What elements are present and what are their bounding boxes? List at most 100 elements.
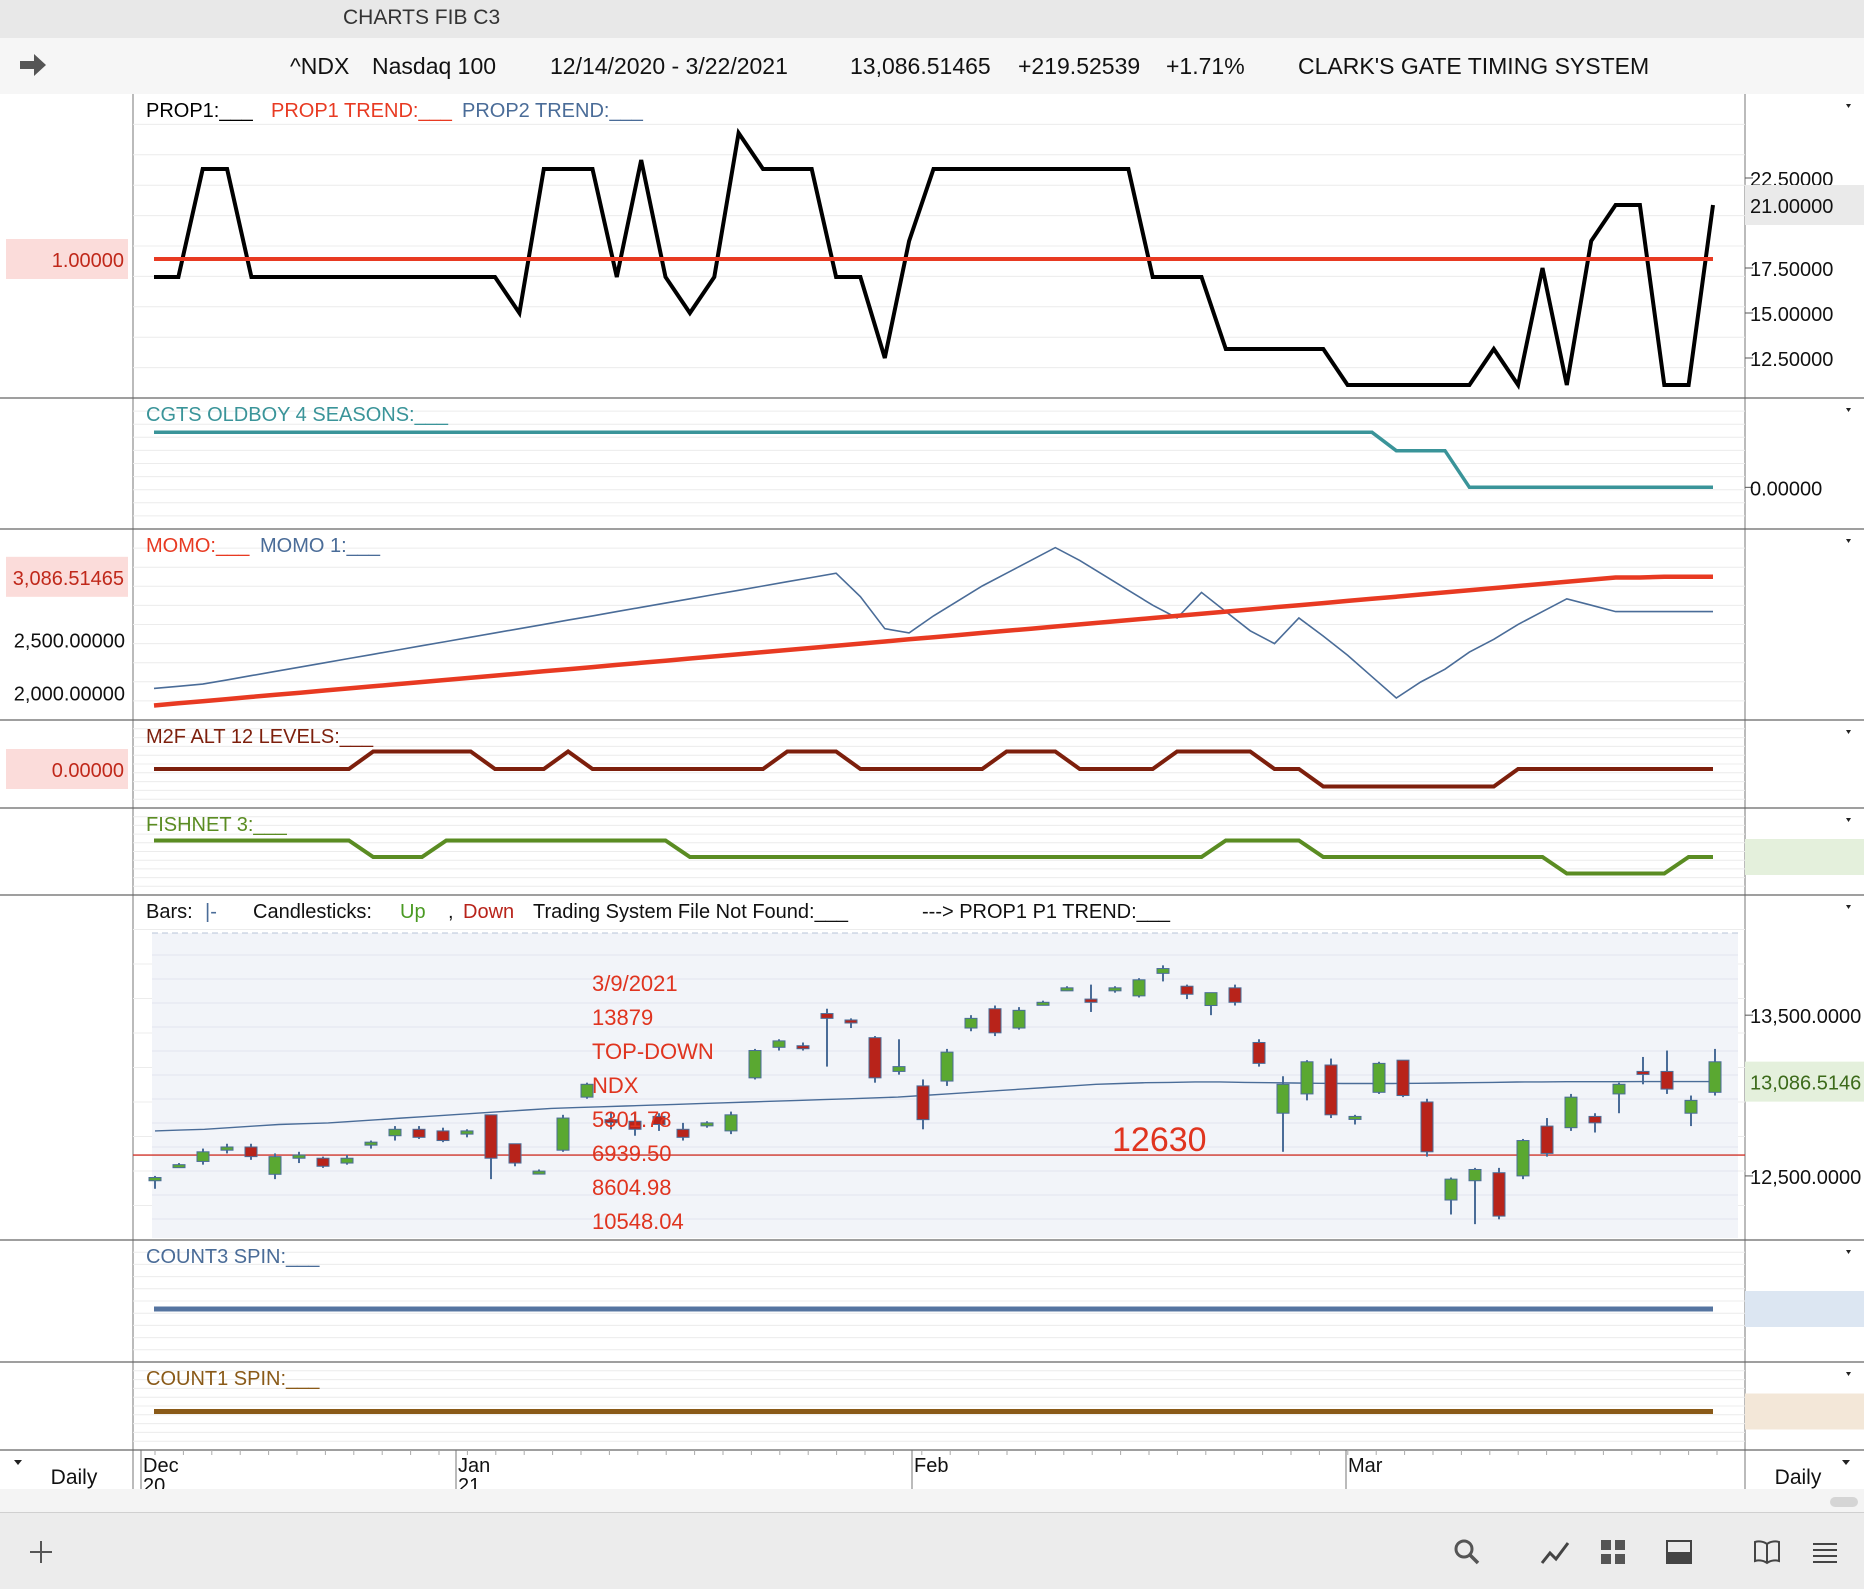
legend-label: PROP1 TREND:___ [271, 100, 453, 122]
legend-label: PROP2 TREND:___ [462, 100, 644, 122]
candle-body [1516, 1140, 1530, 1177]
candle-body [1660, 1070, 1674, 1090]
candle-body [1492, 1172, 1506, 1217]
candle-body [364, 1141, 378, 1146]
candle-body [556, 1117, 570, 1151]
panel-menu-icon[interactable] [1846, 818, 1851, 822]
legend-label: CGTS OLDBOY 4 SEASONS:___ [146, 404, 449, 426]
legend-label: Candlesticks: [253, 901, 372, 923]
candle-body [916, 1085, 930, 1121]
series-line [154, 127, 1715, 391]
candle-body [1204, 992, 1218, 1007]
y-tick-label: 12,500.0000 [1750, 1167, 1861, 1189]
x-month-label: Dec [143, 1455, 179, 1477]
panel-menu-icon[interactable] [1846, 408, 1851, 412]
current-value-label: 21.00000 [1750, 196, 1833, 218]
candle-body [1084, 998, 1098, 1003]
chart-svg[interactable]: PROP1:___ PROP1 TREND:___ PROP2 TREND:___ 2… [0, 94, 1864, 1497]
candle-body [340, 1157, 354, 1164]
y-tick-label: 15.00000 [1750, 304, 1833, 326]
candle-body [820, 1013, 834, 1019]
series-line [153, 546, 1713, 700]
candle-body [1060, 987, 1074, 992]
candle-body [532, 1170, 546, 1175]
legend-label: COUNT1 SPIN:___ [146, 1368, 320, 1390]
panel-menu-icon[interactable] [1846, 104, 1851, 108]
right-period-label: Daily [1775, 1466, 1822, 1489]
candle-body [796, 1045, 810, 1050]
panel-menu-icon[interactable] [1846, 539, 1851, 543]
panel-menu-icon[interactable] [1846, 905, 1851, 909]
menu-icon[interactable] [1810, 1537, 1840, 1567]
legend-label: COUNT3 SPIN:___ [146, 1246, 320, 1268]
candle-body [1132, 979, 1146, 997]
left-value-badge [6, 749, 128, 789]
candle-body [148, 1177, 162, 1182]
candle-body [292, 1154, 306, 1159]
panel-layout-icon[interactable] [1664, 1537, 1694, 1567]
candle-body [988, 1008, 1002, 1034]
candle-body [700, 1122, 714, 1127]
date-range: 12/14/2020 - 3/22/2021 [550, 53, 788, 79]
candle-body [964, 1017, 978, 1029]
period-menu-icon[interactable] [1842, 1460, 1850, 1465]
left-value-label: 3,086.51465 [13, 568, 124, 590]
candle-body [604, 1119, 618, 1124]
candle-body [1348, 1115, 1362, 1120]
x-year-label: 21 [458, 1475, 480, 1489]
panel-menu-icon[interactable] [1846, 1250, 1851, 1254]
candle-body [316, 1157, 330, 1167]
candle-body [1372, 1062, 1386, 1093]
candle-body [268, 1156, 282, 1175]
symbol-name: Nasdaq 100 [372, 53, 497, 79]
panel-menu-icon[interactable] [1846, 1372, 1851, 1376]
period-menu-icon[interactable] [14, 1460, 22, 1465]
series-line [153, 574, 1713, 708]
candle-body [1300, 1061, 1314, 1095]
candle-body [1540, 1125, 1554, 1154]
chart-annotation: 5301.78 [592, 1107, 672, 1132]
arrow-right-icon[interactable] [18, 52, 48, 78]
left-period-label: Daily [51, 1466, 98, 1489]
candle-body [460, 1130, 474, 1135]
horizontal-scrollbar[interactable] [0, 1489, 1864, 1512]
left-value-badge [6, 239, 128, 279]
trend-line-icon[interactable] [1540, 1537, 1570, 1567]
y-tick-label: 17.50000 [1750, 259, 1833, 281]
last-price: 13,086.51465 [850, 53, 991, 79]
legend-label: Bars: [146, 901, 193, 923]
chart-area[interactable]: PROP1:___ PROP1 TREND:___ PROP2 TREND:___ 2… [0, 94, 1864, 1497]
candle-body [1156, 968, 1170, 974]
candle-body [892, 1066, 906, 1072]
book-icon[interactable] [1752, 1537, 1782, 1567]
percent-change: +1.71% [1166, 53, 1245, 79]
x-month-label: Jan [458, 1455, 490, 1477]
price-change: +219.52539 [1018, 53, 1141, 79]
left-value-label: 0.00000 [52, 760, 124, 782]
candle-body [724, 1114, 738, 1132]
candle-body [844, 1019, 858, 1024]
legend-label: ---> PROP1 P1 TREND:___ [922, 901, 1171, 923]
legend-label: , [448, 901, 454, 923]
search-icon[interactable] [1452, 1537, 1482, 1567]
panel-menu-icon[interactable] [1846, 730, 1851, 734]
candle-body [1228, 987, 1242, 1003]
candle-body [1444, 1178, 1458, 1201]
legend-label: |- [205, 901, 217, 923]
y-tick-label: 2,500.00000 [14, 630, 125, 652]
bottom-toolbar [0, 1512, 1864, 1589]
grid-icon[interactable] [1598, 1537, 1628, 1567]
current-value-badge [1745, 1291, 1864, 1327]
chart-annotation: 10548.04 [592, 1209, 684, 1234]
chart-annotation: TOP-DOWN [592, 1039, 714, 1064]
legend-label: FISHNET 3:___ [146, 814, 288, 836]
candle-body [748, 1050, 762, 1079]
scrollbar-thumb[interactable] [1830, 1497, 1858, 1507]
legend-label: Up [400, 901, 426, 923]
add-icon[interactable] [26, 1537, 56, 1567]
candle-body [1036, 1001, 1050, 1006]
x-month-label: Mar [1348, 1455, 1383, 1477]
chart-annotation: NDX [592, 1073, 639, 1098]
candle-body [628, 1120, 642, 1130]
current-value-badge [1745, 839, 1864, 875]
